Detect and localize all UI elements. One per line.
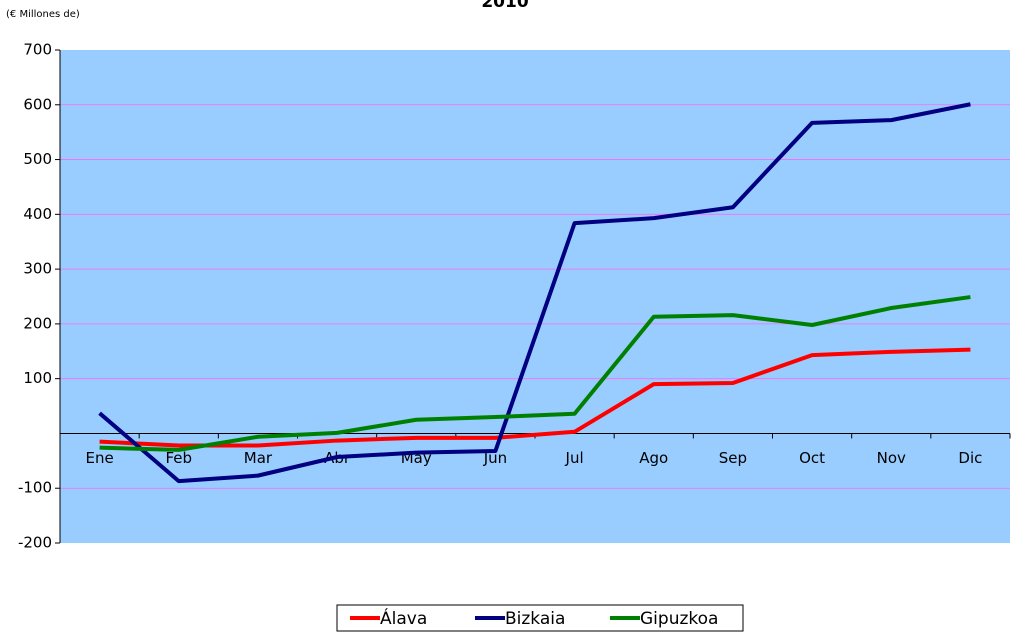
- y-tick-label: 500: [23, 150, 52, 168]
- x-tick-label: Mar: [244, 449, 273, 467]
- x-tick-label: Ago: [639, 449, 668, 467]
- y-tick-label: 600: [23, 95, 52, 113]
- x-tick-label: Nov: [877, 449, 906, 467]
- y-tick-label: 100: [23, 369, 52, 387]
- legend-label: Álava: [380, 607, 427, 629]
- series-line: [99, 295, 971, 452]
- y-tick-label: -200: [18, 534, 52, 552]
- chart-subtitle: (€ Millones de): [6, 9, 80, 20]
- x-tick-label: Sep: [719, 449, 747, 467]
- x-tick-label: Oct: [799, 449, 825, 467]
- y-tick-label: -100: [18, 479, 52, 497]
- y-tick-label: 400: [23, 205, 52, 223]
- y-tick-label: 200: [23, 314, 52, 332]
- x-tick-label: Feb: [165, 449, 192, 467]
- series-line: [99, 347, 971, 448]
- legend: [336, 604, 744, 632]
- series-line: [98, 102, 971, 484]
- y-tick-label: 300: [23, 260, 52, 278]
- x-tick-label: Jun: [483, 449, 507, 467]
- x-tick-label: Ene: [85, 449, 113, 467]
- chart-title: 2010: [481, 0, 528, 12]
- legend-label: Bizkaia: [505, 609, 565, 629]
- x-tick-label: Dic: [958, 449, 982, 467]
- legend-label: Gipuzkoa: [640, 609, 718, 629]
- y-tick-label: 700: [23, 41, 52, 59]
- x-tick-label: Jul: [565, 449, 584, 467]
- plot-area: [60, 50, 1010, 543]
